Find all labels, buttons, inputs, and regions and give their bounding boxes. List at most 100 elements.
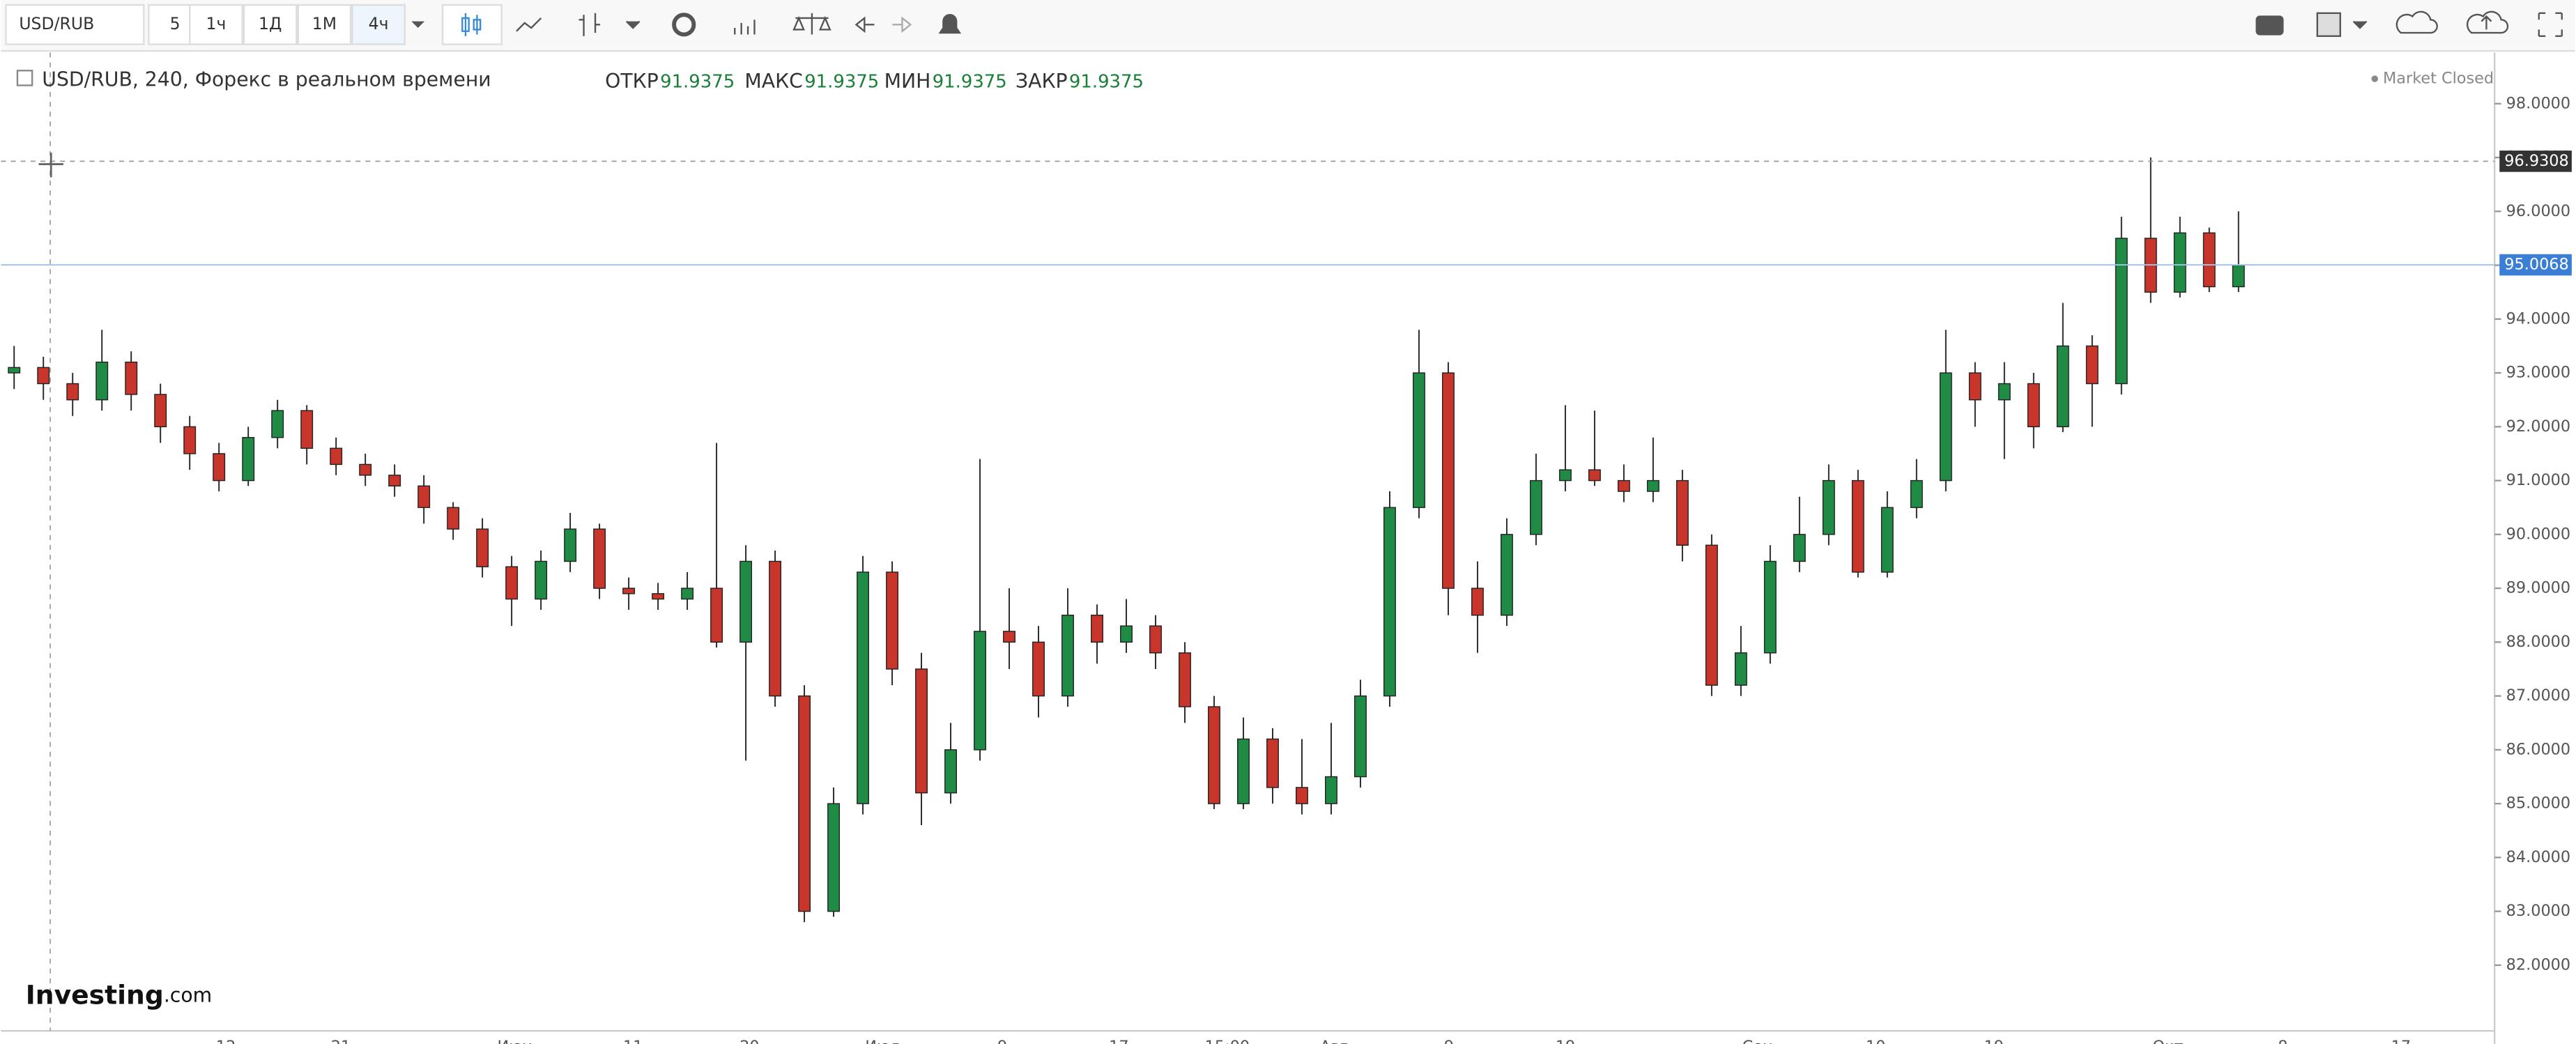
legend-value: 91.9375 <box>660 71 735 92</box>
candle-body <box>1091 615 1103 643</box>
collapse-icon[interactable] <box>16 70 33 86</box>
candle-body <box>476 528 489 567</box>
x-tick-label: 17 <box>1109 1038 1128 1044</box>
candle-body <box>271 410 284 438</box>
candle-body <box>37 367 50 385</box>
interval-label[interactable]: 5 <box>170 14 181 33</box>
candle-body <box>1851 479 1864 573</box>
line-icon[interactable] <box>516 17 542 32</box>
candle-body <box>827 803 841 912</box>
candle-body <box>388 475 401 487</box>
interval-group: 5 1ч 1Д 1М 4ч <box>148 3 425 45</box>
candle-body <box>974 631 986 751</box>
crosshair-label: 96.9308 <box>2504 152 2568 170</box>
legend-label: МИН <box>884 70 931 93</box>
candle-body <box>2202 232 2216 288</box>
candle-body <box>1237 738 1250 804</box>
x-tick-label: 15:00 <box>1205 1038 1250 1044</box>
dropdown[interactable] <box>411 21 425 29</box>
settings-icon[interactable] <box>672 13 696 37</box>
indicators-icon[interactable] <box>734 20 756 35</box>
candle-body <box>2027 383 2040 428</box>
legend-title: USD/RUB, 240, Форекс в реальном времени <box>42 68 491 91</box>
candle-body <box>622 588 636 594</box>
candle-body <box>1471 588 1484 616</box>
candle-body <box>1003 631 1015 643</box>
interval-button[interactable] <box>297 3 352 45</box>
save-icon[interactable] <box>2466 10 2509 34</box>
color-icon[interactable] <box>2316 12 2341 37</box>
candle-body <box>1296 787 1308 804</box>
candle-body <box>242 437 255 482</box>
interval-button[interactable] <box>243 3 298 45</box>
alert-icon[interactable] <box>938 14 962 34</box>
candle-body <box>1325 776 1337 804</box>
y-tick-label: 90.0000 <box>2506 525 2570 543</box>
candle-body <box>681 588 694 600</box>
candle-body <box>505 566 519 600</box>
candle-body <box>1646 479 1659 492</box>
x-tick-label: 19 <box>1984 1038 2004 1044</box>
compare-icon[interactable] <box>792 13 831 35</box>
toolbar-icons <box>441 3 2563 45</box>
candle-body <box>183 426 197 454</box>
candle-body <box>1061 615 1074 697</box>
y-tick-label: 86.0000 <box>2506 740 2570 758</box>
screenshot-icon[interactable] <box>2255 15 2284 36</box>
interval-button[interactable] <box>351 3 406 45</box>
interval-label[interactable]: 4ч <box>369 14 389 33</box>
y-tick-label: 98.0000 <box>2506 94 2570 112</box>
symbol-box[interactable] <box>5 3 145 45</box>
candle-body <box>300 410 314 449</box>
candle-body <box>1939 372 1952 482</box>
candle-body <box>2232 264 2245 288</box>
x-tick-label: Июн <box>498 1038 532 1044</box>
candle-body <box>1558 469 1572 482</box>
candle-body <box>1880 507 1894 573</box>
overlay: 96.9308 95.0068 <box>1 52 2572 1031</box>
candle-body <box>1617 479 1630 492</box>
candles-button[interactable] <box>441 3 503 45</box>
logo: Investing.com <box>26 979 212 1010</box>
candle-body <box>798 695 811 912</box>
fullscreen-icon[interactable] <box>2538 12 2563 37</box>
x-tick-label: 17 <box>2391 1038 2411 1044</box>
market-status: Market Closed <box>2383 70 2494 88</box>
candle-body <box>1705 544 1718 686</box>
candle-body <box>1588 469 1601 482</box>
dropdown[interactable] <box>625 20 641 29</box>
y-tick-label: 92.0000 <box>2506 417 2570 436</box>
interval-label[interactable]: 1М <box>312 14 337 33</box>
y-tick-label: 89.0000 <box>2506 579 2570 597</box>
dropdown[interactable] <box>2352 20 2368 29</box>
x-tick-label: 10 <box>1866 1038 1885 1044</box>
interval-button[interactable] <box>189 3 243 45</box>
candle-body <box>1441 372 1455 589</box>
interval-label[interactable]: 1ч <box>206 14 227 33</box>
last-price-label: 95.0068 <box>2504 256 2568 274</box>
x-tick-label: Окт <box>2152 1038 2183 1044</box>
symbol[interactable]: USD/RUB <box>19 14 94 33</box>
candle-body <box>1763 560 1777 654</box>
candle-body <box>2173 232 2186 293</box>
candle-body <box>2085 345 2099 385</box>
status-dot <box>2371 75 2378 82</box>
candle-body <box>886 571 899 670</box>
interval-label[interactable]: 1Д <box>259 14 282 33</box>
candle-body <box>944 749 957 794</box>
undo-icon[interactable] <box>854 16 875 33</box>
bars-icon[interactable] <box>578 13 601 36</box>
candle-body <box>1500 534 1513 616</box>
legend-value: 91.9375 <box>804 71 879 92</box>
x-tick-label: 12 <box>216 1038 236 1044</box>
legend-label: ОТКР <box>605 70 659 93</box>
load-icon[interactable] <box>2395 10 2438 34</box>
candle-body <box>1793 534 1806 562</box>
redo-icon[interactable] <box>892 16 912 33</box>
candle-body <box>2115 238 2128 385</box>
candle-body <box>8 367 21 374</box>
candle-body <box>1412 372 1425 508</box>
candle-body <box>1910 479 1923 508</box>
y-tick-label: 96.0000 <box>2506 202 2570 220</box>
